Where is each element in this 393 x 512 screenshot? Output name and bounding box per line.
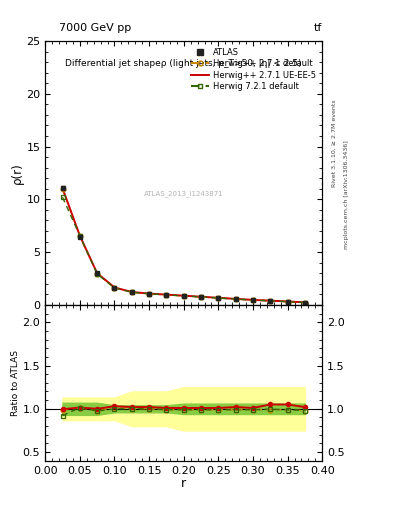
Text: Rivet 3.1.10, ≥ 2.7M events: Rivet 3.1.10, ≥ 2.7M events — [332, 99, 337, 187]
Text: Differential jet shapeρ (light jets, p_T>50, |η| < 2.5): Differential jet shapeρ (light jets, p_T… — [66, 59, 302, 69]
Text: ATLAS_2013_I1243871: ATLAS_2013_I1243871 — [144, 190, 224, 198]
Text: mcplots.cern.ch [arXiv:1306.3436]: mcplots.cern.ch [arXiv:1306.3436] — [344, 140, 349, 249]
Text: tf: tf — [314, 23, 322, 33]
Y-axis label: Ratio to ATLAS: Ratio to ATLAS — [11, 350, 20, 416]
Text: 7000 GeV pp: 7000 GeV pp — [59, 23, 131, 33]
Legend: ATLAS, Herwig++ 2.7.1 default, Herwig++ 2.7.1 UE-EE-5, Herwig 7.2.1 default: ATLAS, Herwig++ 2.7.1 default, Herwig++ … — [188, 45, 318, 94]
X-axis label: r: r — [181, 477, 186, 490]
Y-axis label: ρ(r): ρ(r) — [11, 162, 24, 184]
